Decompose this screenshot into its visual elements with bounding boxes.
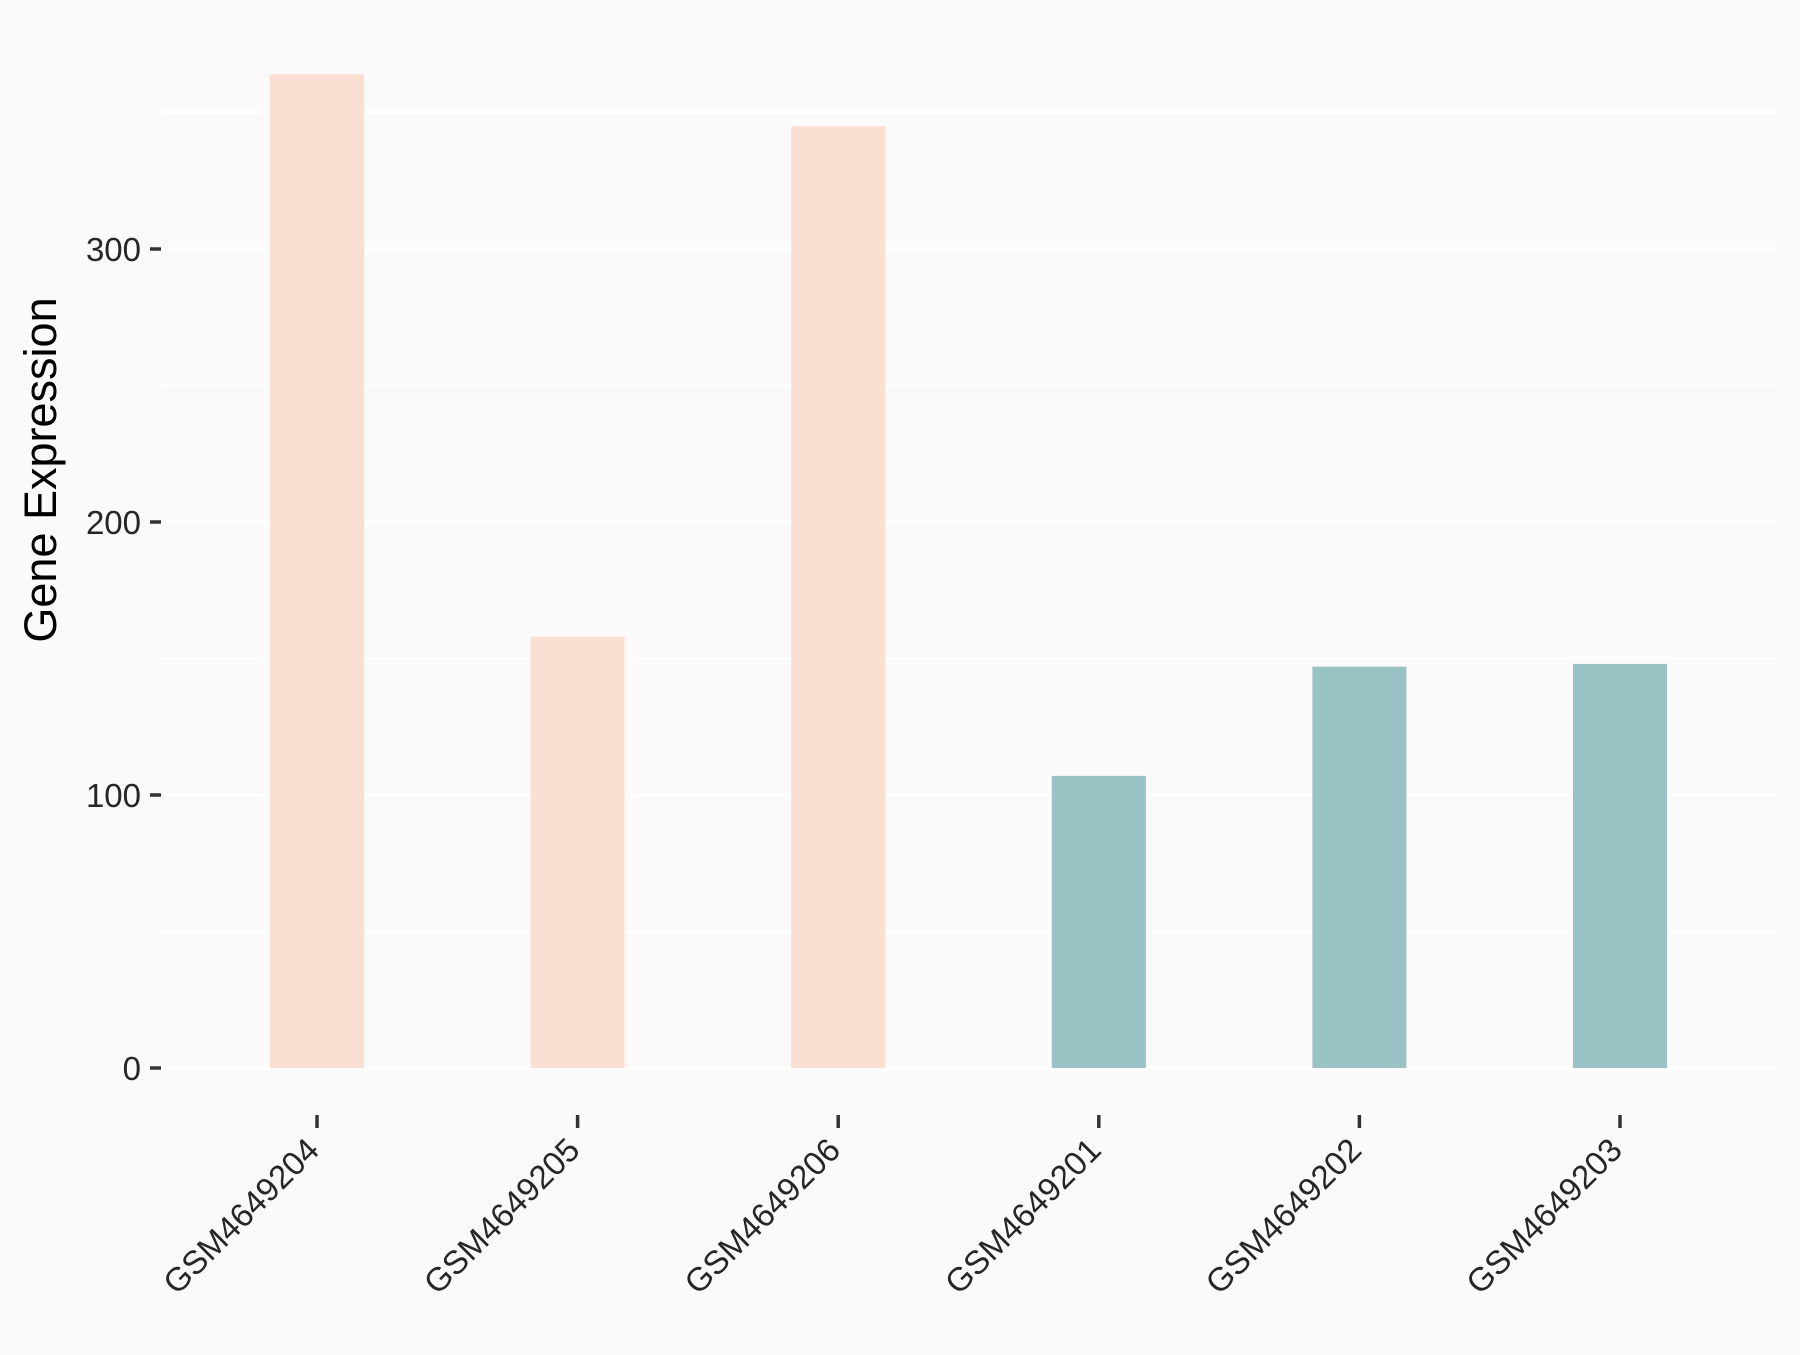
bar-GSM4649204 [270,74,364,1068]
y-tick-label: 300 [86,231,141,268]
bar-GSM4649201 [1051,775,1146,1068]
y-tick-label: 200 [86,504,141,541]
y-tick-label: 100 [86,777,141,814]
major-gridlines [160,247,1777,1070]
bar-GSM4649206 [791,126,886,1068]
bar-GSM4649203 [1573,663,1667,1068]
bar-GSM4649202 [1312,666,1407,1068]
bars-group [270,74,1667,1068]
y-axis: 0 100 200 300 [86,231,161,1087]
bar-GSM4649205 [530,636,625,1068]
y-axis-title: Gene Expression [15,297,66,642]
y-tick-label: 0 [123,1050,141,1087]
minor-gridlines [160,111,1777,933]
